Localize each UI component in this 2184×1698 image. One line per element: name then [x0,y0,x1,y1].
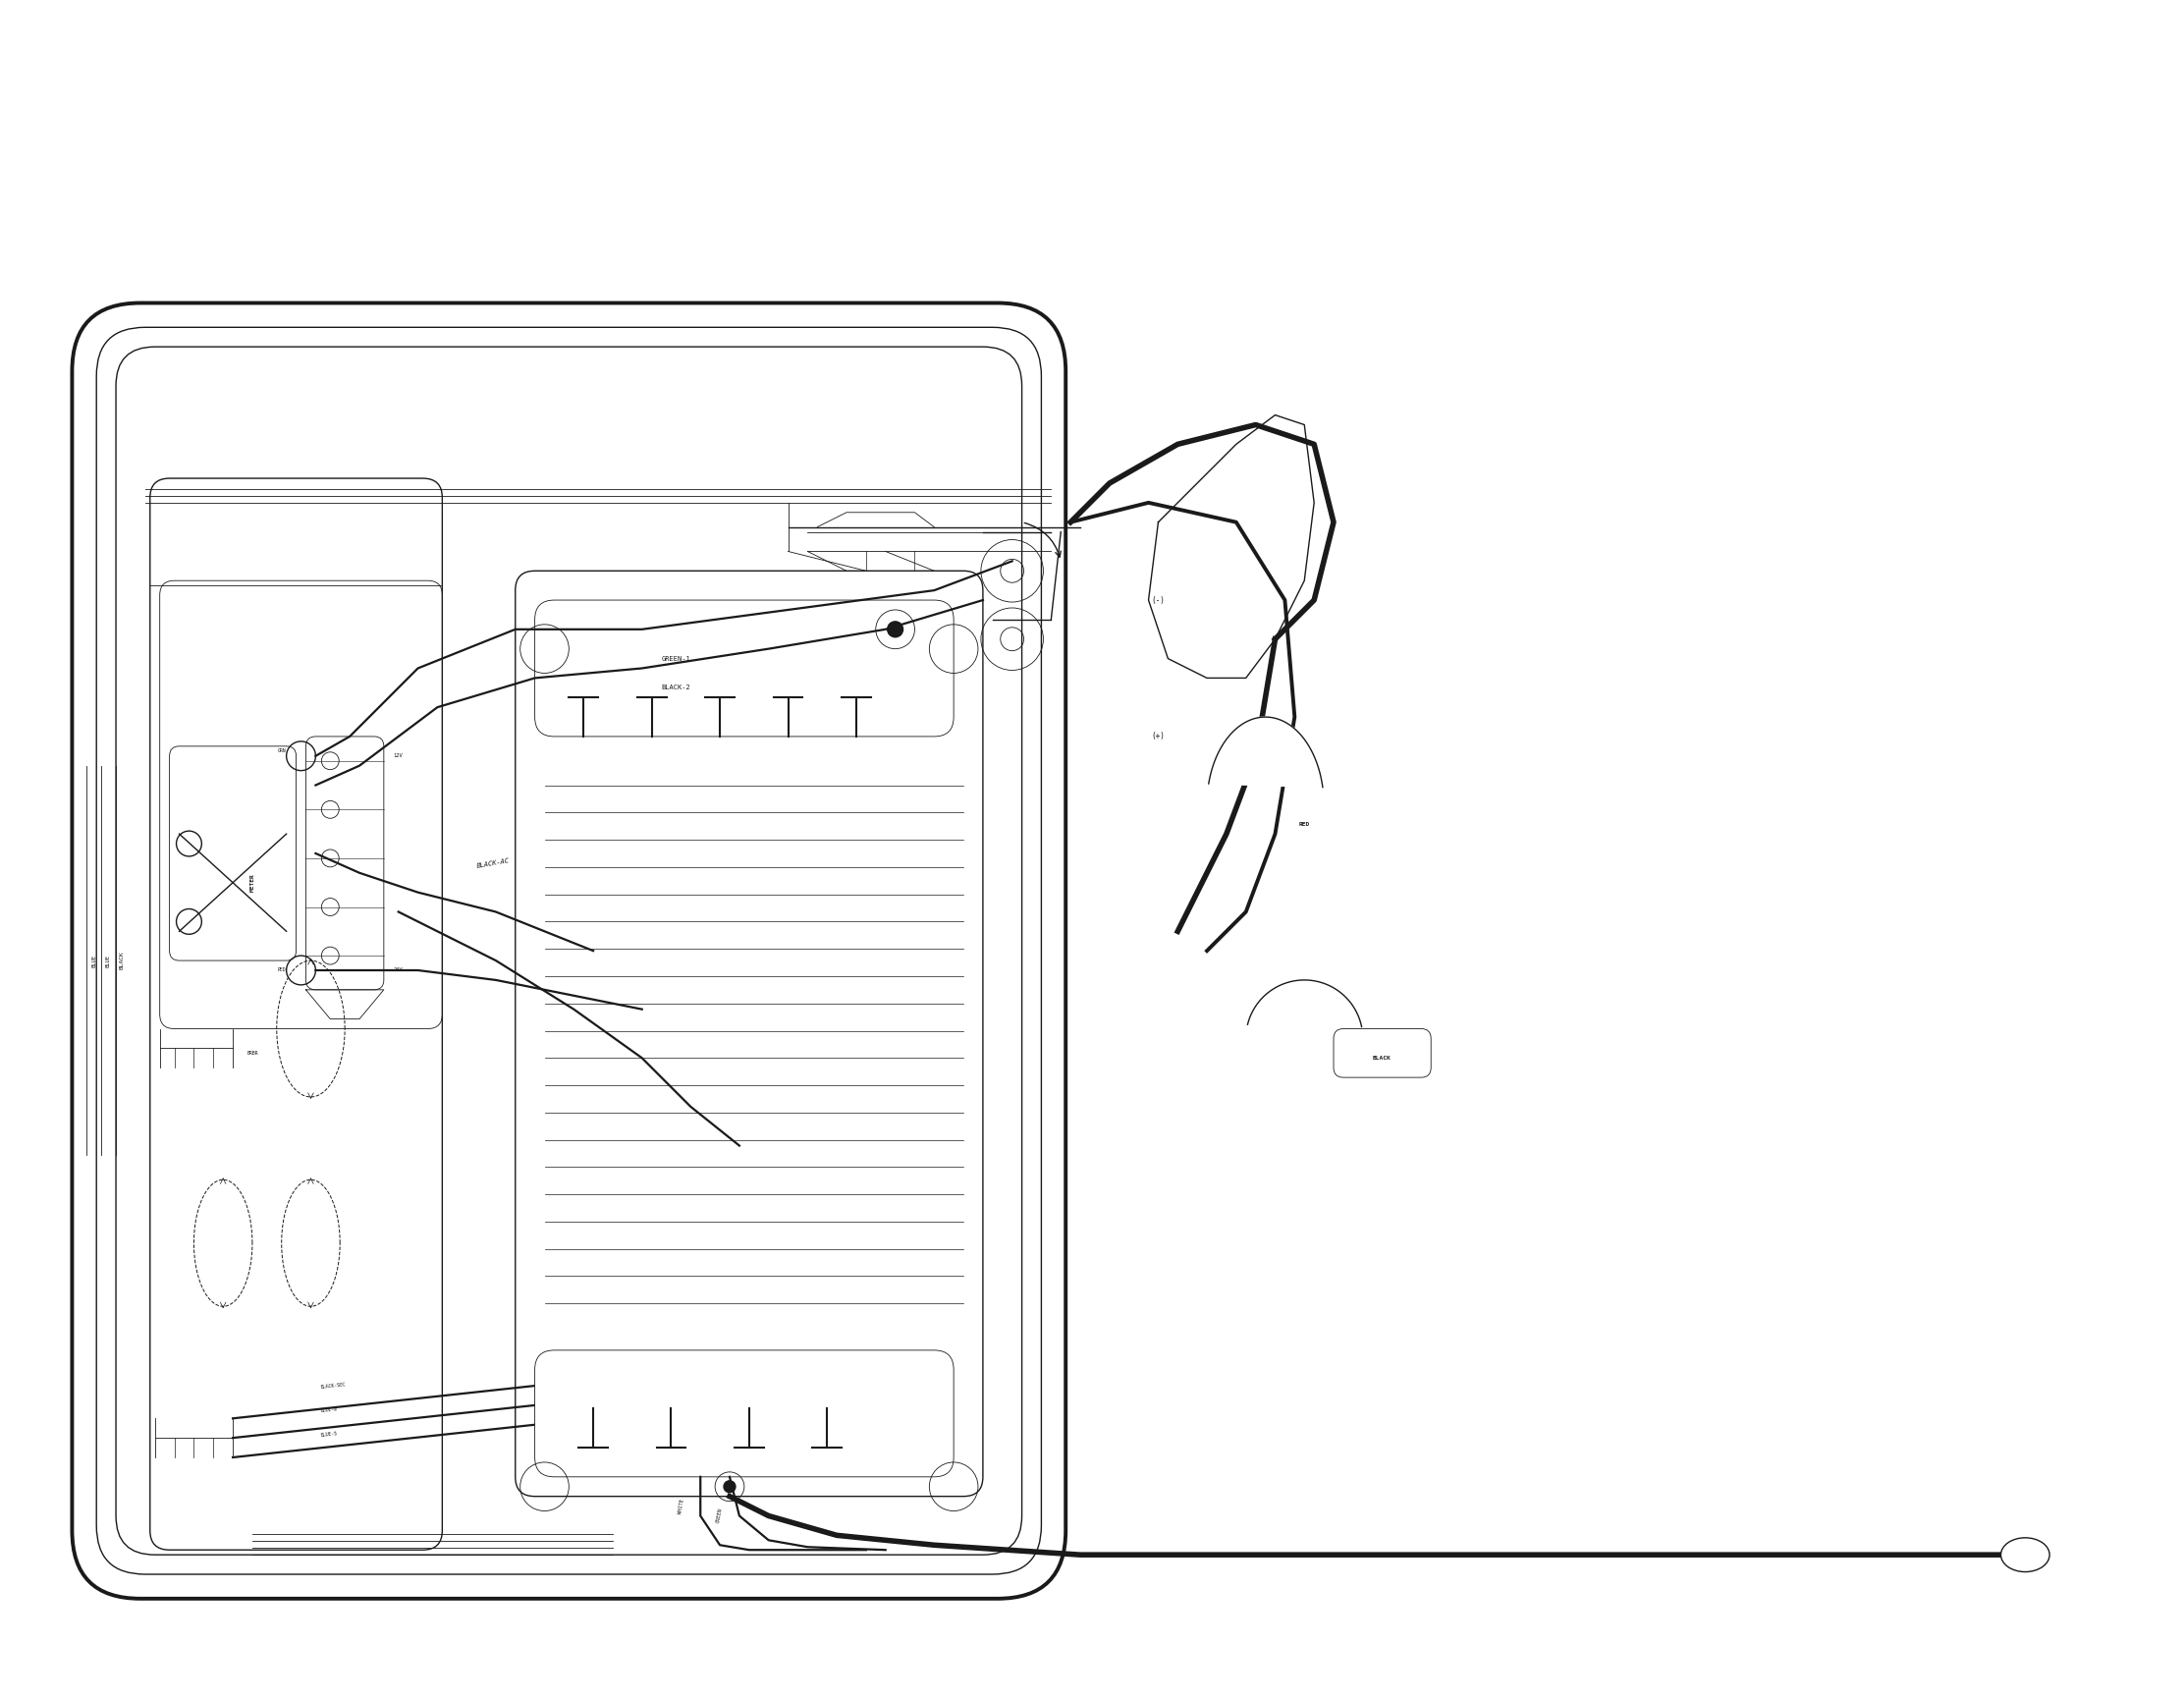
Polygon shape [1149,414,1315,678]
Text: (-): (-) [1151,596,1164,604]
Text: BLUE-5: BLUE-5 [321,1431,339,1438]
Text: BLACK: BLACK [120,951,124,970]
Text: BLUE-B: BLUE-B [321,1408,339,1413]
Circle shape [723,1481,736,1493]
Text: BLACK-SEC: BLACK-SEC [321,1382,347,1389]
Text: BLACK: BLACK [1372,1056,1391,1061]
FancyBboxPatch shape [535,599,954,737]
Polygon shape [1208,717,1324,788]
Text: 24V: 24V [393,968,404,973]
Text: GRN: GRN [277,749,286,754]
Text: RED: RED [277,968,286,973]
Text: (+): (+) [1151,732,1164,740]
Text: RED: RED [1299,822,1310,827]
Text: BLUE: BLUE [92,954,96,966]
Text: GREEN-1: GREEN-1 [662,655,690,662]
Text: METER: METER [249,873,256,891]
Text: BLUE: BLUE [105,954,111,966]
Text: 12V: 12V [393,754,404,759]
FancyBboxPatch shape [170,745,297,961]
Polygon shape [1247,980,1361,1027]
Text: BLACK-2: BLACK-2 [662,684,690,691]
Ellipse shape [2001,1538,2049,1572]
Text: GREEN: GREEN [716,1508,723,1523]
Circle shape [887,621,902,637]
FancyBboxPatch shape [535,1350,954,1477]
FancyBboxPatch shape [306,737,384,990]
Text: BLACK-AC: BLACK-AC [476,857,511,869]
Text: BRBR: BRBR [247,1051,258,1056]
Text: WHITE: WHITE [677,1498,684,1515]
